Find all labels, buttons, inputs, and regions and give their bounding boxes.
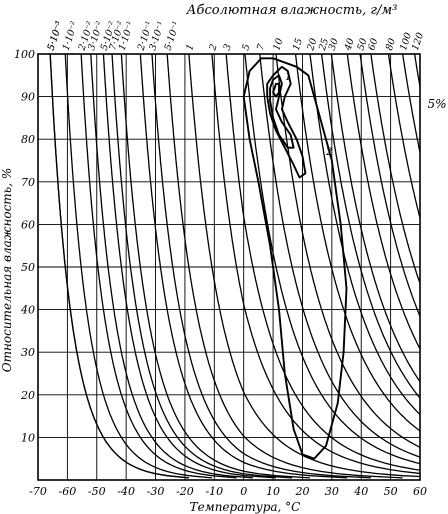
isoline [309, 54, 420, 416]
isoline [211, 54, 420, 475]
y-tick-label: 20 [20, 389, 35, 402]
isoline [294, 54, 420, 432]
isoline-label: 5 [240, 43, 252, 52]
y-tick-label: 30 [21, 346, 35, 359]
isoline-label: 40 [342, 37, 357, 53]
x-tick-label: 50 [384, 485, 398, 498]
isoline [102, 54, 277, 479]
absolute-humidity-isolines [49, 54, 420, 479]
y-tick-label: 40 [20, 304, 35, 317]
contour-label-5-percent: 5% [427, 97, 446, 111]
x-tick-label: 10 [266, 485, 280, 498]
contour-lines [242, 57, 348, 460]
chart-title: Абсолютная влажность, г/м³ [186, 3, 398, 18]
x-tick-label: 20 [294, 485, 309, 498]
isoline [139, 54, 348, 479]
isoline [120, 54, 311, 479]
isoline [49, 54, 189, 479]
x-tick-label: -70 [29, 485, 47, 498]
isoline-label: 15 [291, 37, 305, 52]
x-tick-label: -50 [88, 485, 106, 498]
isoline [320, 54, 420, 400]
isoline-label: 10 [271, 37, 285, 52]
isoline-label: 50 [355, 37, 369, 52]
isoline [188, 54, 420, 478]
x-tick-label: 30 [325, 485, 339, 498]
isoline [49, 54, 189, 479]
isoline [64, 54, 213, 479]
isoline [111, 54, 293, 479]
contour-line [242, 57, 348, 460]
x-tick-label: -60 [59, 485, 77, 498]
x-tick-label: 40 [353, 485, 368, 498]
isoline [402, 54, 420, 156]
x-axis-label: Температура, °C [190, 500, 301, 514]
isoline [387, 54, 420, 221]
y-tick-label: 100 [14, 48, 35, 61]
isoline [346, 54, 420, 351]
contour-line [266, 65, 307, 179]
y-axis-label: Относительная влажность, % [0, 168, 14, 372]
isoline [80, 54, 237, 479]
isoline-label: 120 [410, 31, 426, 52]
isoline [330, 54, 420, 383]
y-tick-label: 60 [21, 218, 35, 231]
isoline-labels: 5·10⁻³5·10⁻³1·10⁻²2·10⁻²3·10⁻²5·10⁻²7·10… [46, 20, 426, 53]
isoline-label: 7 [255, 42, 268, 52]
x-tick-label: -40 [117, 485, 135, 498]
isoline-label: 80 [384, 37, 398, 52]
isoline-label: 60 [366, 37, 380, 52]
y-tick-label: 70 [21, 176, 35, 189]
x-tick-label: 0 [240, 485, 247, 498]
y-tick-label: 10 [21, 431, 35, 444]
gridlines [38, 54, 420, 480]
isoline [370, 54, 420, 286]
y-tick-label: 90 [21, 91, 35, 104]
x-tick-label: -30 [147, 485, 165, 498]
x-tick-label: 60 [413, 485, 427, 498]
x-tick-label: -10 [205, 485, 223, 498]
isoline [166, 54, 403, 479]
isoline-label: 30 [327, 37, 341, 52]
contour-label-2: 2 [325, 147, 332, 158]
plot-frame [37, 53, 421, 481]
isoline [90, 54, 253, 479]
y-tick-labels: 10 20 30 40 50 60 70 80 90 100 [14, 48, 35, 444]
isoline [359, 54, 420, 318]
isoline-label: 2 [207, 43, 220, 53]
isoline-label: 25 [317, 37, 332, 53]
isoline [225, 54, 420, 471]
isoline-label: 100 [398, 31, 414, 52]
y-tick-label: 80 [21, 133, 35, 146]
isoline [244, 54, 420, 465]
isoline [275, 54, 420, 448]
isoline-label: 20 [305, 37, 320, 53]
isoline [151, 54, 371, 479]
x-tick-labels: -70 -60 -50 -40 -30 -20 -10 0 10 20 30 40 50 60 [29, 485, 427, 498]
isoline [259, 54, 420, 458]
contour-label-1: 1 [285, 72, 291, 83]
y-tick-label: 50 [21, 261, 35, 274]
x-tick-label: -20 [176, 485, 194, 498]
contour-line [269, 74, 295, 149]
isoline-label: 1 [184, 43, 196, 52]
isoline-label: 3 [222, 43, 234, 52]
contour-line [272, 82, 280, 98]
